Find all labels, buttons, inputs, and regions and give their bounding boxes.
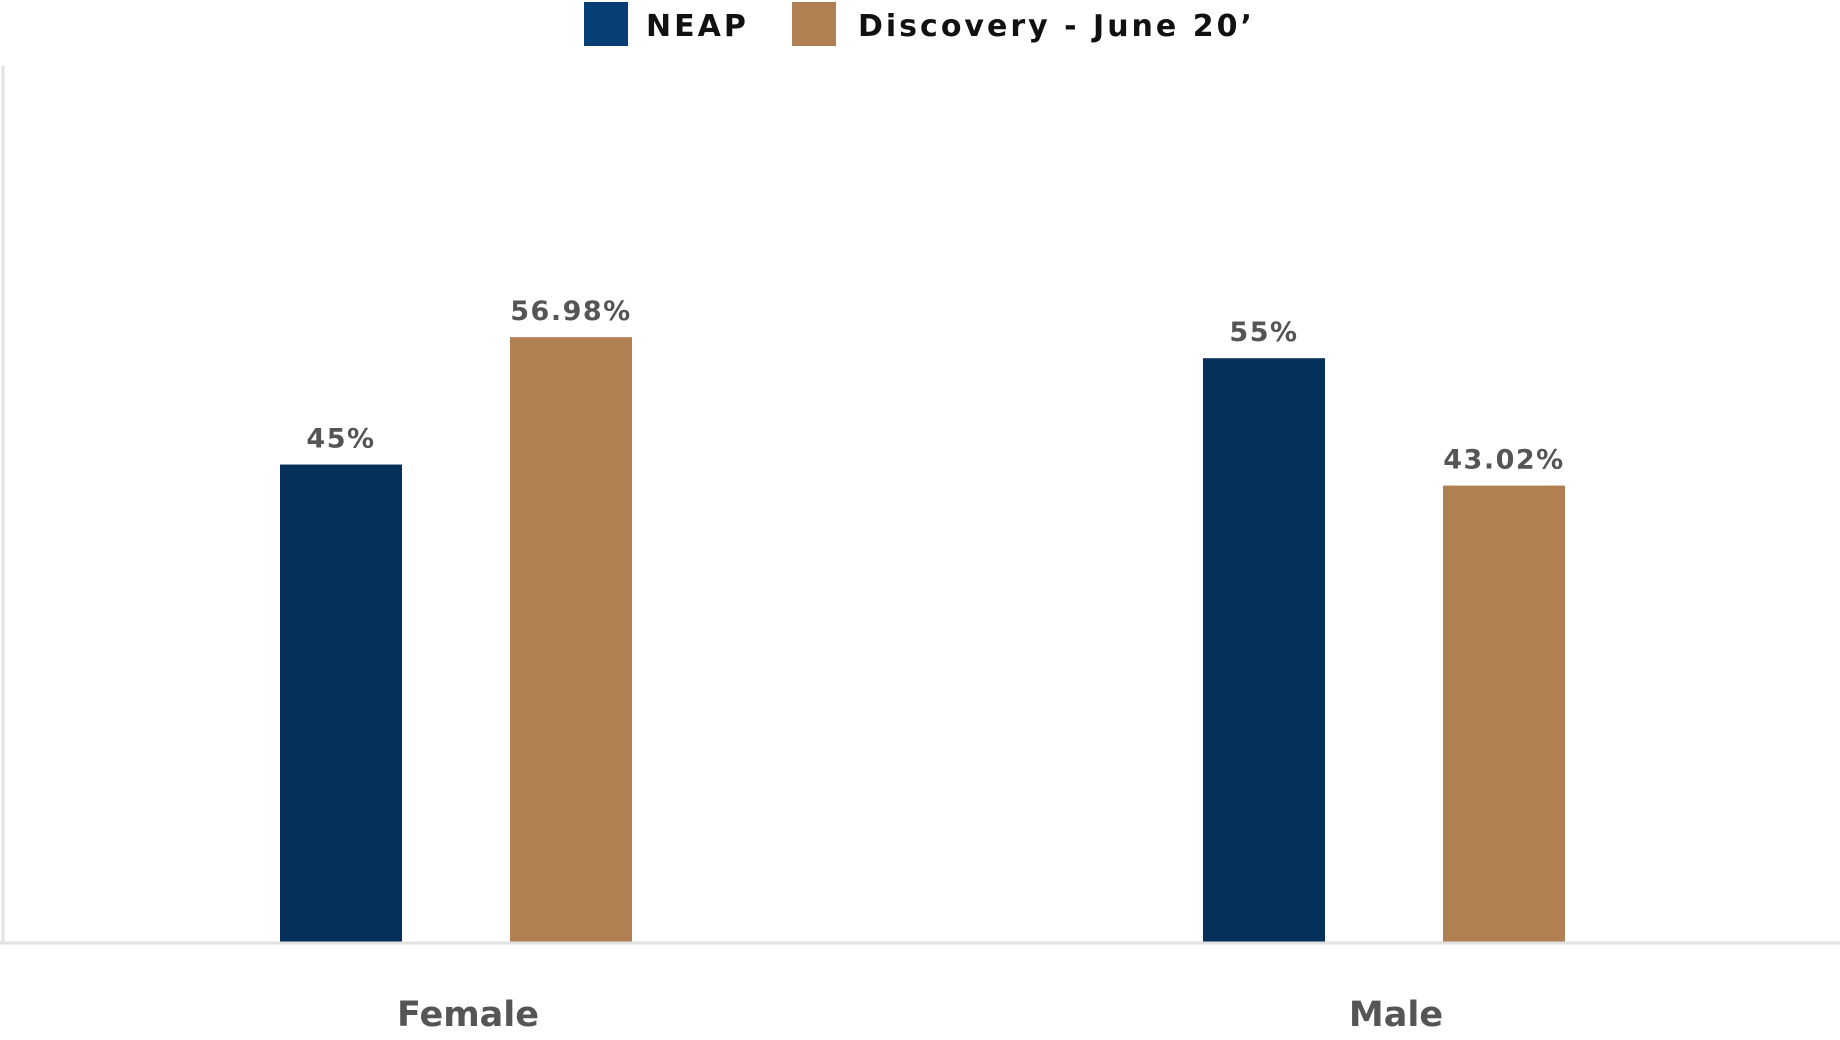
category-label-female: Female (397, 995, 539, 1035)
data-labels-group: 45% 56.98% 55% 43.02% (306, 296, 1564, 476)
legend-swatch-series-1 (584, 2, 628, 46)
legend-swatch-series-2 (792, 2, 836, 46)
data-label-female-series-2: 56.98% (510, 296, 631, 327)
category-label-male: Male (1349, 995, 1443, 1035)
category-labels-group: Female Male (397, 995, 1443, 1035)
bars-group (280, 337, 1565, 943)
bar-male-series-2 (1443, 485, 1565, 943)
bar-male-series-1 (1203, 358, 1325, 943)
bar-female-series-2 (510, 337, 632, 943)
legend-label-series-2: Discovery - June 20’ (858, 9, 1255, 44)
data-label-female-series-1: 45% (306, 424, 375, 455)
legend: NEAP Discovery - June 20’ (584, 2, 1255, 46)
legend-label-series-1: NEAP (646, 9, 749, 44)
data-label-male-series-1: 55% (1229, 317, 1298, 348)
bar-female-series-1 (280, 464, 402, 943)
data-label-male-series-2: 43.02% (1443, 445, 1564, 476)
